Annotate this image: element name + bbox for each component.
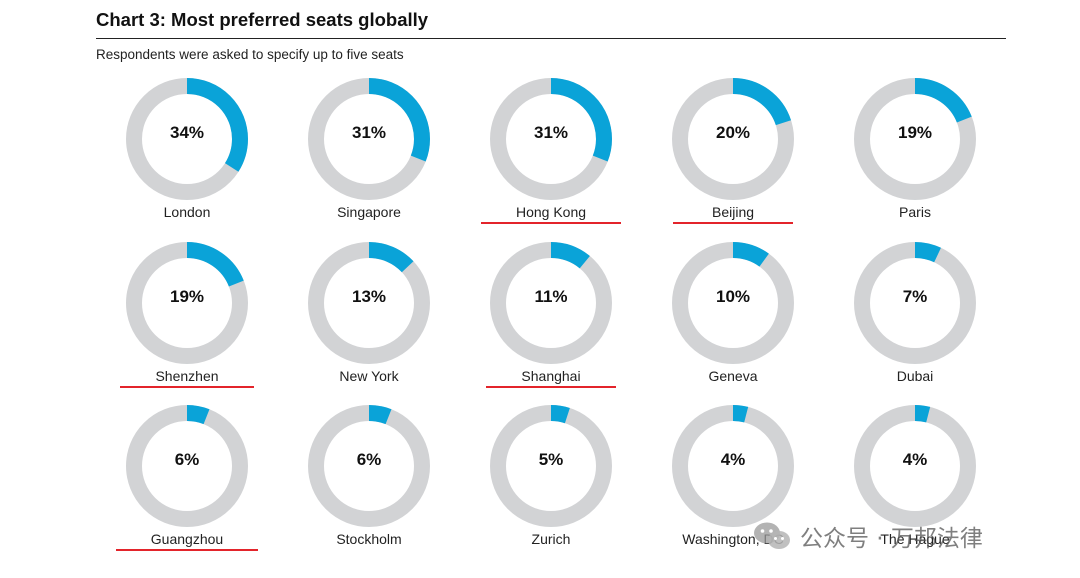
donut-paris: 19% [850, 74, 980, 204]
donut-percentage-label: 4% [902, 450, 928, 469]
donut-value-arc [854, 242, 976, 364]
donut-singapore: 31% [304, 74, 434, 204]
donut-svg-singapore [308, 78, 430, 200]
donut-value-arc [126, 242, 248, 364]
donut-svg-london [126, 78, 248, 200]
city-label-shanghai: Shanghai [521, 368, 581, 384]
donut-shanghai: 11% [486, 238, 616, 368]
donut-hong-kong: 31% [486, 74, 616, 204]
city-label-new-york: New York [339, 368, 399, 384]
city-label-zurich: Zurich [531, 531, 571, 547]
donut-percentage-label: 19% [897, 123, 933, 142]
donut-value-arc [854, 405, 976, 527]
donut-dubai: 7% [850, 238, 980, 368]
donut-percentage-label: 6% [174, 450, 200, 469]
donut-svg-new-york [308, 242, 430, 364]
watermark: 公众号 · 万邦法律 [752, 518, 983, 554]
city-label-hong-kong: Hong Kong [515, 204, 587, 220]
donut-svg-dubai [854, 242, 976, 364]
donut-value-arc [672, 78, 794, 200]
donut-svg-hong-kong [490, 78, 612, 200]
donut-svg-the-hague [854, 405, 976, 527]
donut-washington-dc: 4% [668, 401, 798, 531]
donut-new-york: 13% [304, 238, 434, 368]
donut-value-arc [308, 78, 430, 200]
donut-percentage-label: 19% [169, 287, 205, 306]
donut-value-arc [672, 405, 794, 527]
city-label-shenzhen: Shenzhen [155, 368, 219, 384]
red-underline-shanghai [486, 386, 616, 388]
donut-percentage-label: 7% [902, 287, 928, 306]
city-label-paris: Paris [899, 204, 931, 220]
donut-percentage-label: 31% [533, 123, 569, 142]
donut-guangzhou: 6% [122, 401, 252, 531]
donut-stockholm: 6% [304, 401, 434, 531]
donut-london: 34% [122, 74, 252, 204]
city-label-stockholm: Stockholm [336, 531, 402, 547]
donut-value-arc [308, 242, 430, 364]
wechat-icon [754, 522, 790, 549]
red-underline-shenzhen [120, 386, 254, 388]
donut-svg-shenzhen [126, 242, 248, 364]
donut-value-arc [490, 242, 612, 364]
donut-percentage-label: 6% [356, 450, 382, 469]
donut-zurich: 5% [486, 401, 616, 531]
donut-svg-beijing [672, 78, 794, 200]
donut-geneva: 10% [668, 238, 798, 368]
donut-beijing: 20% [668, 74, 798, 204]
red-underline-guangzhou [115, 549, 259, 551]
donut-svg-guangzhou [126, 405, 248, 527]
city-label-geneva: Geneva [708, 368, 758, 384]
donut-value-arc [126, 405, 248, 527]
donut-the-hague: 4% [850, 401, 980, 531]
red-underline-beijing [673, 222, 793, 224]
donut-value-arc [854, 78, 976, 200]
donut-percentage-label: 20% [715, 123, 751, 142]
donut-percentage-label: 11% [534, 287, 568, 306]
donut-value-arc [672, 242, 794, 364]
chart-subtitle: Respondents were asked to specify up to … [96, 47, 404, 62]
chart-title: Chart 3: Most preferred seats globally [96, 9, 429, 30]
donut-percentage-label: 4% [720, 450, 746, 469]
donut-percentage-label: 5% [538, 450, 564, 469]
donut-shenzhen: 19% [122, 238, 252, 368]
donut-value-arc [490, 78, 612, 200]
title-divider [96, 38, 1006, 39]
donut-value-arc [308, 405, 430, 527]
city-label-the-hague: The Hague [880, 531, 950, 547]
city-label-guangzhou: Guangzhou [150, 531, 224, 547]
donut-svg-shanghai [490, 242, 612, 364]
donut-svg-paris [854, 78, 976, 200]
donut-value-arc [490, 405, 612, 527]
city-label-london: London [163, 204, 211, 220]
city-label-dubai: Dubai [896, 368, 934, 384]
donut-svg-zurich [490, 405, 612, 527]
city-label-beijing: Beijing [711, 204, 755, 220]
city-label-singapore: Singapore [337, 204, 401, 220]
donut-svg-geneva [672, 242, 794, 364]
donut-svg-stockholm [308, 405, 430, 527]
donut-percentage-label: 31% [351, 123, 387, 142]
donut-svg-washington-dc [672, 405, 794, 527]
donut-value-arc [126, 78, 248, 200]
donut-percentage-label: 13% [351, 287, 387, 306]
donut-percentage-label: 10% [715, 287, 751, 306]
donut-percentage-label: 34% [169, 123, 205, 142]
watermark-text: 公众号 · 万邦法律 [800, 526, 983, 552]
red-underline-hong-kong [480, 222, 622, 224]
